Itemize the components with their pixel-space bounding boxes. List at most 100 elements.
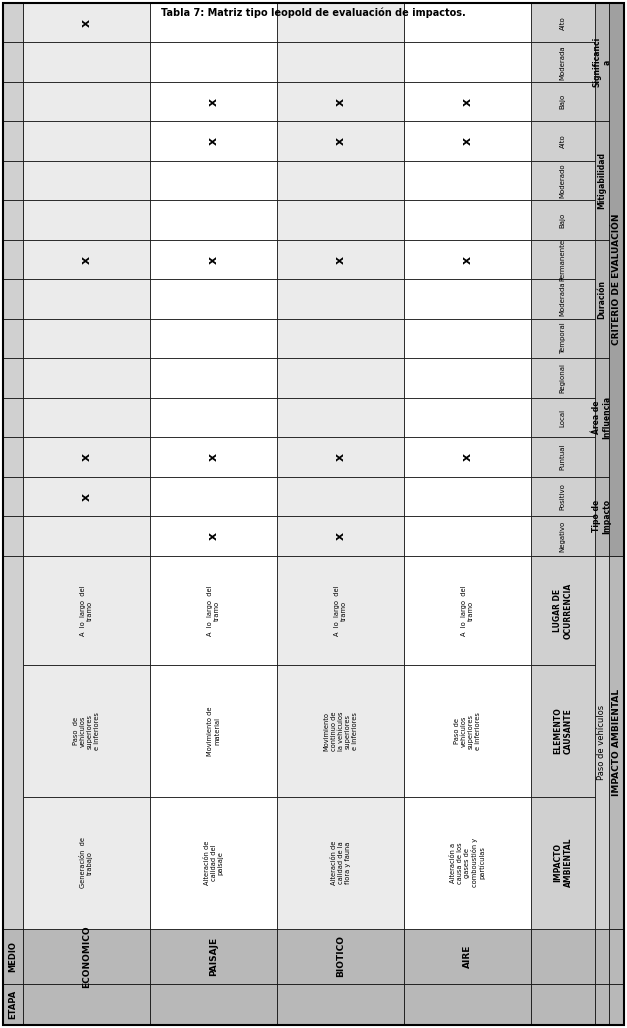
Text: x: x (207, 256, 220, 263)
Bar (23, 477, 150, 516)
Bar (531, 280, 594, 319)
Text: Moderada: Moderada (560, 282, 566, 317)
Bar (404, 437, 531, 477)
Bar (23, 437, 150, 477)
Bar (277, 121, 404, 161)
Bar (404, 398, 531, 437)
Bar (277, 200, 404, 240)
Bar (404, 161, 531, 200)
Text: Temporal: Temporal (560, 323, 566, 355)
Bar (277, 359, 404, 398)
Bar (277, 437, 404, 477)
Bar (277, 556, 404, 665)
Text: Alteración a
causa de los
gases de
comboustión y
partículas: Alteración a causa de los gases de combo… (450, 838, 485, 887)
Bar (23, 359, 150, 398)
Text: x: x (334, 256, 347, 263)
Bar (23, 42, 150, 82)
Bar (150, 200, 277, 240)
Bar (609, 928, 624, 984)
Bar (3, 42, 23, 82)
Bar (150, 82, 277, 121)
Bar (150, 240, 277, 280)
Bar (23, 797, 150, 928)
Text: Negativo: Negativo (560, 520, 566, 552)
Text: Permanente: Permanente (560, 238, 566, 281)
Bar (594, 477, 609, 556)
Bar (404, 516, 531, 556)
Text: A  lo  largo  del
tramo: A lo largo del tramo (207, 585, 220, 635)
Bar (277, 398, 404, 437)
Bar (23, 280, 150, 319)
Bar (23, 928, 150, 984)
Bar (3, 200, 23, 240)
Bar (531, 516, 594, 556)
Bar (3, 556, 23, 928)
Bar (150, 477, 277, 516)
Bar (3, 3, 23, 42)
Bar (609, 984, 624, 1025)
Bar (531, 3, 594, 42)
Bar (531, 161, 594, 200)
Bar (404, 477, 531, 516)
Bar (594, 928, 609, 984)
Bar (531, 121, 594, 161)
Bar (277, 928, 404, 984)
Text: x: x (334, 137, 347, 145)
Bar (277, 240, 404, 280)
Bar (150, 928, 277, 984)
Bar (404, 556, 531, 665)
Bar (3, 984, 23, 1025)
Text: x: x (334, 531, 347, 540)
Bar (531, 556, 594, 665)
Bar (150, 556, 277, 665)
Bar (23, 556, 150, 665)
Text: Alto: Alto (560, 15, 566, 30)
Text: A  lo  largo  del
tramo: A lo largo del tramo (334, 585, 347, 635)
Bar (594, 556, 609, 928)
Text: Alteración de
calidad del
paisaje: Alteración de calidad del paisaje (204, 841, 224, 885)
Bar (531, 477, 594, 516)
Bar (23, 665, 150, 797)
Bar (23, 398, 150, 437)
Bar (277, 82, 404, 121)
Bar (277, 984, 404, 1025)
Bar (150, 42, 277, 82)
Bar (150, 161, 277, 200)
Bar (404, 3, 531, 42)
Text: x: x (207, 531, 220, 540)
Bar (150, 398, 277, 437)
Text: x: x (207, 453, 220, 461)
Bar (277, 280, 404, 319)
Bar (277, 665, 404, 797)
Bar (3, 161, 23, 200)
Text: A  lo  largo  del
tramo: A lo largo del tramo (461, 585, 474, 635)
Text: Bajo: Bajo (560, 213, 566, 228)
Bar (594, 3, 609, 121)
Bar (23, 121, 150, 161)
Text: x: x (461, 137, 474, 145)
Text: Movimiento
continuo de
la vehículos
superiores
e inferiores: Movimiento continuo de la vehículos supe… (324, 711, 357, 750)
Text: x: x (461, 256, 474, 263)
Text: MEDIO: MEDIO (9, 941, 18, 971)
Bar (404, 359, 531, 398)
Text: Generación  de
trabajo: Generación de trabajo (80, 837, 93, 888)
Text: Tabla 7: Matriz tipo leopold de evaluación de impactos.: Tabla 7: Matriz tipo leopold de evaluaci… (161, 8, 466, 19)
Bar (531, 200, 594, 240)
Bar (23, 3, 150, 42)
Bar (150, 121, 277, 161)
Bar (609, 556, 624, 928)
Bar (531, 359, 594, 398)
Bar (531, 437, 594, 477)
Bar (150, 665, 277, 797)
Text: IMPACTO AMBIENTAL: IMPACTO AMBIENTAL (612, 689, 621, 796)
Bar (404, 984, 531, 1025)
Text: x: x (461, 453, 474, 461)
Bar (404, 665, 531, 797)
Bar (531, 82, 594, 121)
Bar (150, 3, 277, 42)
Text: x: x (80, 453, 93, 461)
Text: x: x (207, 137, 220, 145)
Bar (23, 516, 150, 556)
Text: LUGAR DE
OCURRENCIA: LUGAR DE OCURRENCIA (553, 583, 572, 638)
Text: Positivo: Positivo (560, 483, 566, 510)
